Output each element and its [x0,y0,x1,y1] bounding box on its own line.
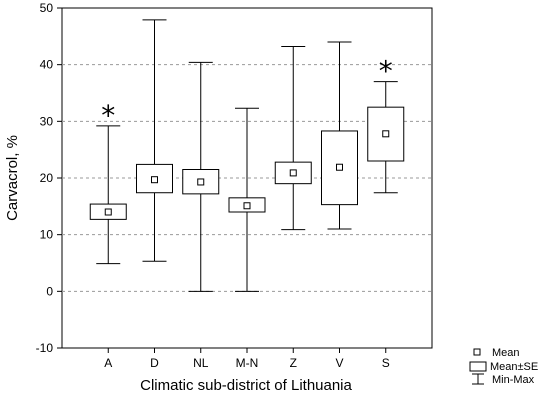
legend: Mean Mean±SE Min-Max [469,347,538,386]
y-tick-label: 10 [40,228,54,242]
legend-mean-label: Mean [492,347,520,359]
box-D [136,19,173,262]
x-tick-label: A [104,356,112,370]
x-tick-label: V [335,356,343,370]
y-tick-label: 40 [40,58,54,72]
y-tick-label: 30 [40,114,54,128]
y-tick-label: 50 [40,1,54,15]
mean-marker [151,176,158,184]
significance-star: * [379,55,393,88]
x-axis-title: Climatic sub-district of Lithuania [140,377,352,394]
mean-marker [336,163,343,171]
x-tick-label: D [150,356,159,370]
y-tick-label: 20 [40,171,54,185]
mean-marker [104,208,112,216]
mean-marker [243,202,251,210]
box-V [321,41,358,230]
mean-marker [382,130,390,138]
significance-star: * [101,99,115,132]
mean-marker [197,178,205,186]
box-Z [274,46,312,231]
y-axis-title: Carvacrol, % [4,135,21,221]
legend-minmax-swatch [472,373,484,385]
box-S: * [367,55,405,194]
x-tick-label: M-N [236,356,259,370]
box-M-N [228,107,266,292]
y-tick-label: 0 [46,284,53,298]
box-series: ** [89,19,405,292]
x-tick-label: S [382,356,390,370]
x-tick-label: Z [290,356,297,370]
box-NL [182,61,220,292]
y-tick-label: -10 [36,341,54,355]
y-axis-ticks: -10 0 10 20 30 40 50 [36,1,62,355]
legend-mean-swatch [473,348,481,356]
legend-se-swatch [469,361,487,372]
x-tick-label: NL [193,356,209,370]
legend-minmax-label: Min-Max [492,374,535,386]
mean-marker [289,169,297,177]
box-A: * [89,99,127,265]
legend-se-label: Mean±SE [490,361,538,373]
x-axis-ticks: A D NL M-N Z V S [104,348,390,370]
